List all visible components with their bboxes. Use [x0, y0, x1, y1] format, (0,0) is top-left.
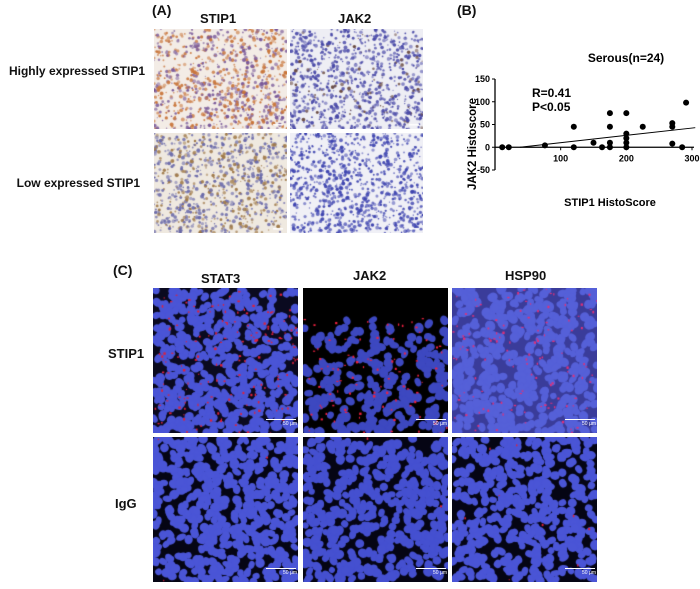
ihc-image-high-jak2	[290, 29, 423, 129]
row-label-igg: IgG	[115, 496, 137, 511]
panel-b-label: (B)	[457, 2, 477, 18]
data-point	[590, 139, 597, 146]
y-tick-label: 150	[475, 74, 490, 84]
scale-bar	[565, 568, 595, 569]
if-image-stip1-jak2	[303, 288, 448, 433]
ihc-image-low-stip1	[154, 133, 287, 233]
data-point	[599, 144, 606, 151]
col-header-jak2-c: JAK2	[353, 268, 387, 283]
scale-bar-label: 50 µm	[283, 421, 297, 427]
scale-bar	[416, 419, 446, 420]
if-image-igg-stat3	[153, 437, 298, 582]
if-image-stip1-hsp90	[452, 288, 597, 433]
if-image-igg-hsp90	[452, 437, 597, 582]
data-point	[541, 142, 548, 149]
if-image-igg-jak2	[303, 437, 448, 582]
x-tick-label: 200	[619, 153, 634, 163]
regression-line	[519, 127, 696, 148]
annotation-p: P<0.05	[532, 100, 571, 114]
row-label-stip1: STIP1	[108, 346, 145, 361]
x-tick-label: 300	[684, 153, 699, 163]
y-tick-label: 100	[475, 97, 490, 107]
data-point	[606, 110, 613, 117]
scale-bar	[416, 568, 446, 569]
data-point	[669, 123, 676, 130]
data-point	[623, 130, 630, 137]
data-point	[606, 144, 613, 151]
row-label-low: Low expressed STIP1	[16, 176, 140, 190]
ihc-image-high-stip1	[154, 29, 287, 129]
ihc-image-low-jak2	[290, 133, 423, 233]
chart-title: Serous(n=24)	[588, 51, 664, 65]
data-point	[623, 110, 630, 117]
data-point	[623, 135, 630, 142]
data-point	[570, 144, 577, 151]
panel-c-label: (C)	[113, 262, 133, 278]
data-point	[623, 144, 630, 151]
scale-bar	[565, 419, 595, 420]
scale-bar	[266, 568, 296, 569]
scale-bar	[266, 419, 296, 420]
y-tick-label: -50	[477, 165, 490, 175]
x-axis-label: STIP1 HistoScore	[564, 197, 656, 209]
scale-bar-label: 50 µm	[433, 421, 447, 427]
scatter-plot: Serous(n=24) R=0.41 P<0.05 JAK2 Histosco…	[467, 51, 700, 209]
scale-bar-label: 50 µm	[582, 570, 596, 576]
if-image-stip1-stat3	[153, 288, 298, 433]
col-header-hsp90: HSP90	[505, 268, 547, 283]
y-tick-label: 50	[480, 120, 490, 130]
scale-bar-label: 50 µm	[582, 421, 596, 427]
x-tick-label: 100	[553, 153, 568, 163]
scale-bar-label: 50 µm	[433, 570, 447, 576]
data-point	[505, 144, 512, 151]
col-header-jak2: JAK2	[338, 11, 372, 26]
data-point	[606, 123, 613, 130]
data-point	[679, 144, 686, 151]
row-label-high: Highly expressed STIP1	[8, 64, 145, 78]
data-point	[639, 123, 646, 130]
scale-bar-label: 50 µm	[283, 570, 297, 576]
data-point	[570, 123, 577, 130]
panel-a-label: (A)	[152, 2, 172, 18]
y-tick-label: 0	[485, 142, 490, 152]
col-header-stip1: STIP1	[200, 11, 237, 26]
data-point	[683, 99, 690, 106]
data-point	[669, 140, 676, 147]
y-axis-label: JAK2 Histoscore	[467, 98, 479, 190]
data-point	[623, 139, 630, 146]
annotation-r: R=0.41	[532, 86, 571, 100]
data-point	[606, 139, 613, 146]
data-point	[499, 144, 506, 151]
col-header-stat3: STAT3	[201, 271, 241, 286]
